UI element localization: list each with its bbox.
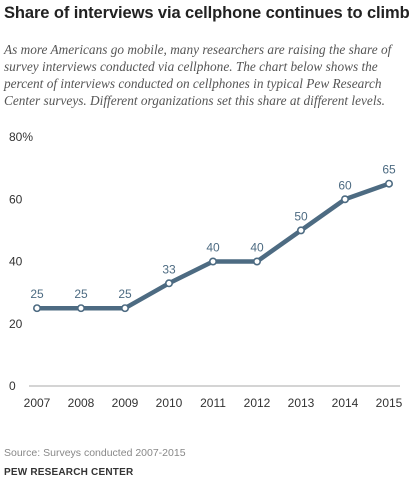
x-tick-label: 2010	[156, 396, 183, 410]
x-tick-label: 2014	[332, 396, 359, 410]
x-tick-label: 2009	[112, 396, 139, 410]
x-tick-label: 2013	[288, 396, 315, 410]
data-label: 25	[30, 287, 44, 301]
source-note: Source: Surveys conducted 2007-2015	[4, 447, 186, 459]
data-point	[32, 304, 41, 313]
data-label: 25	[118, 287, 132, 301]
data-point	[121, 304, 130, 313]
x-tick-label: 2008	[68, 396, 95, 410]
data-label: 50	[294, 209, 308, 223]
x-tick-label: 2015	[376, 396, 403, 410]
y-tick-label: 80%	[9, 130, 33, 144]
data-label: 25	[74, 287, 88, 301]
data-point	[253, 257, 262, 266]
x-tick-label: 2011	[200, 396, 226, 410]
data-label: 40	[206, 241, 220, 255]
y-tick-label: 60	[9, 192, 23, 206]
data-point	[340, 195, 349, 204]
chart-title: Share of interviews via cellphone contin…	[4, 4, 410, 22]
data-point	[296, 226, 305, 235]
y-tick-label: 20	[9, 317, 23, 331]
data-point	[77, 304, 86, 313]
data-point	[209, 257, 218, 266]
y-tick-label: 40	[9, 255, 23, 269]
chart-subtitle: As more Americans go mobile, many resear…	[4, 42, 392, 108]
data-label: 40	[250, 241, 264, 255]
organization-name: PEW RESEARCH CENTER	[4, 467, 134, 478]
data-label: 60	[338, 178, 352, 192]
y-tick-label: 0	[9, 379, 16, 393]
data-label: 65	[382, 163, 396, 177]
data-point	[165, 279, 174, 288]
x-tick-label: 2007	[24, 396, 51, 410]
x-tick-label: 2012	[244, 396, 271, 410]
data-label: 33	[162, 262, 176, 276]
data-point	[384, 179, 393, 188]
